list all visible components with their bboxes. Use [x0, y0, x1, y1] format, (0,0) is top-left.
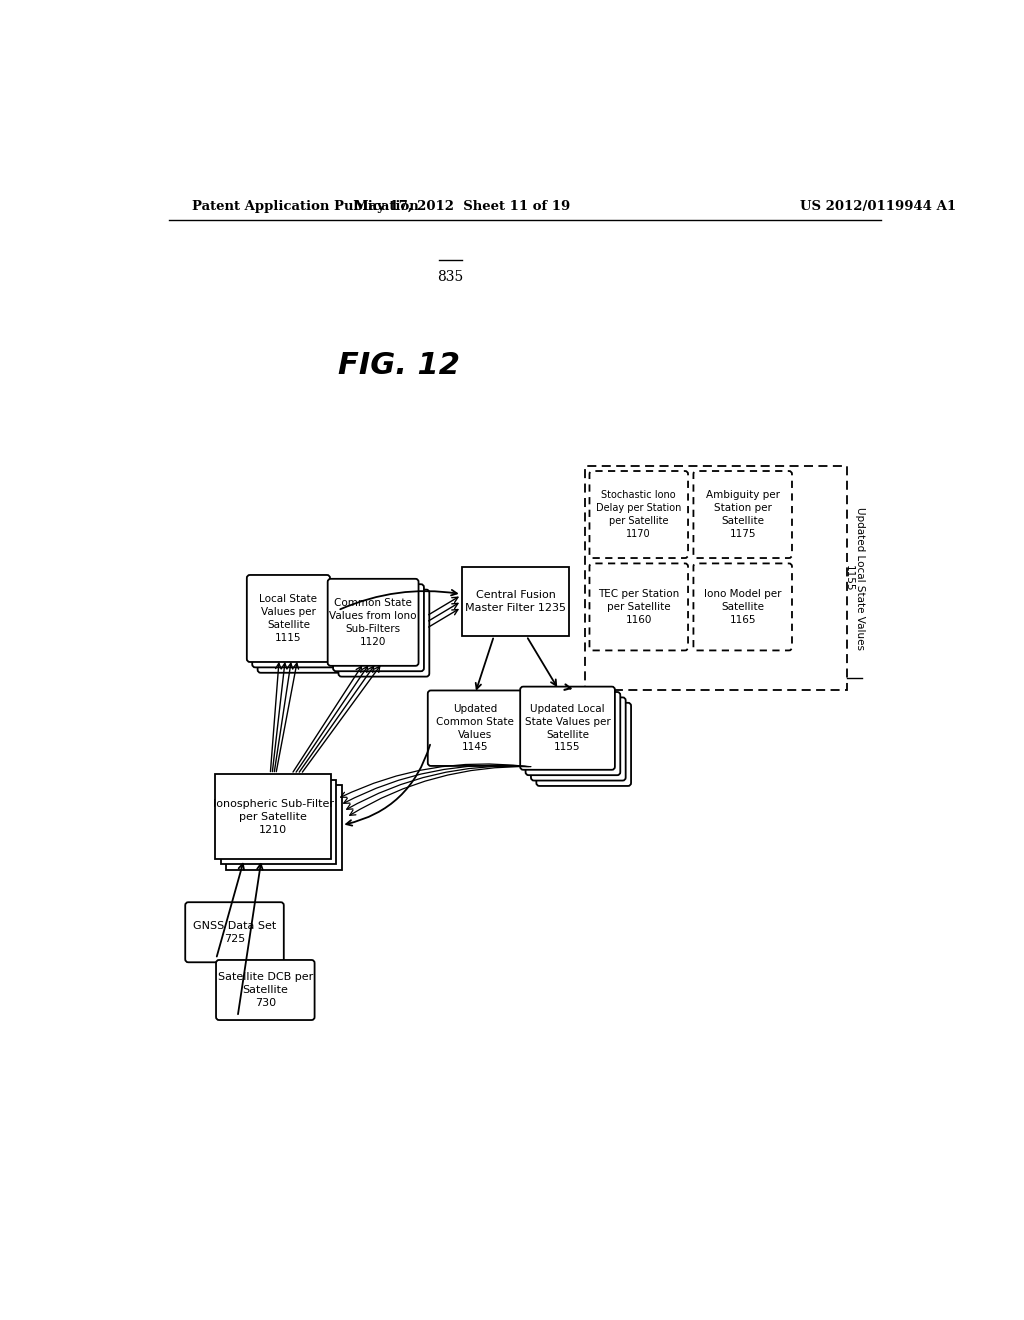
Text: TEC per Station
per Satellite
1160: TEC per Station per Satellite 1160: [598, 589, 679, 624]
FancyBboxPatch shape: [185, 903, 284, 962]
Text: Updated Local State Values
1155: Updated Local State Values 1155: [844, 507, 865, 649]
FancyBboxPatch shape: [531, 697, 626, 780]
Text: 835: 835: [437, 271, 463, 284]
Text: FIG. 12: FIG. 12: [339, 351, 461, 380]
FancyBboxPatch shape: [693, 471, 792, 558]
FancyBboxPatch shape: [590, 564, 688, 651]
Text: Iono Model per
Satellite
1165: Iono Model per Satellite 1165: [703, 589, 781, 624]
FancyBboxPatch shape: [333, 585, 424, 671]
Text: GNSS Data Set
725: GNSS Data Set 725: [193, 921, 276, 944]
Bar: [585, 466, 847, 689]
Text: Ionospheric Sub-Filter
per Satellite
1210: Ionospheric Sub-Filter per Satellite 121…: [213, 799, 334, 834]
FancyBboxPatch shape: [525, 692, 621, 775]
Text: Updated
Common State
Values
1145: Updated Common State Values 1145: [436, 704, 514, 752]
Text: Satellite DCB per
Satellite
730: Satellite DCB per Satellite 730: [218, 973, 313, 1007]
Text: US 2012/0119944 A1: US 2012/0119944 A1: [801, 199, 956, 213]
FancyBboxPatch shape: [252, 581, 336, 668]
FancyBboxPatch shape: [247, 576, 330, 663]
Text: Common State
Values from Iono
Sub-Filters
1120: Common State Values from Iono Sub-Filter…: [330, 598, 417, 647]
Bar: [215, 775, 331, 859]
Text: Patent Application Publication: Patent Application Publication: [193, 199, 419, 213]
Text: Local State
Values per
Satellite
1115: Local State Values per Satellite 1115: [259, 594, 317, 643]
Bar: [220, 780, 336, 865]
Text: Central Fusion
Master Filter 1235: Central Fusion Master Filter 1235: [465, 590, 566, 612]
FancyBboxPatch shape: [216, 960, 314, 1020]
FancyBboxPatch shape: [339, 590, 429, 677]
FancyBboxPatch shape: [693, 564, 792, 651]
FancyBboxPatch shape: [428, 690, 522, 766]
Text: Updated Local
State Values per
Satellite
1155: Updated Local State Values per Satellite…: [524, 704, 610, 752]
FancyBboxPatch shape: [537, 702, 631, 785]
FancyBboxPatch shape: [590, 471, 688, 558]
FancyBboxPatch shape: [258, 586, 341, 673]
Bar: [462, 566, 569, 636]
Text: May 17, 2012  Sheet 11 of 19: May 17, 2012 Sheet 11 of 19: [353, 199, 569, 213]
Text: Ambiguity per
Station per
Satellite
1175: Ambiguity per Station per Satellite 1175: [706, 490, 779, 539]
FancyBboxPatch shape: [520, 686, 614, 770]
Text: Stochastic Iono
Delay per Station
per Satellite
1170: Stochastic Iono Delay per Station per Sa…: [596, 490, 681, 539]
FancyBboxPatch shape: [328, 579, 419, 665]
Bar: [226, 785, 342, 870]
